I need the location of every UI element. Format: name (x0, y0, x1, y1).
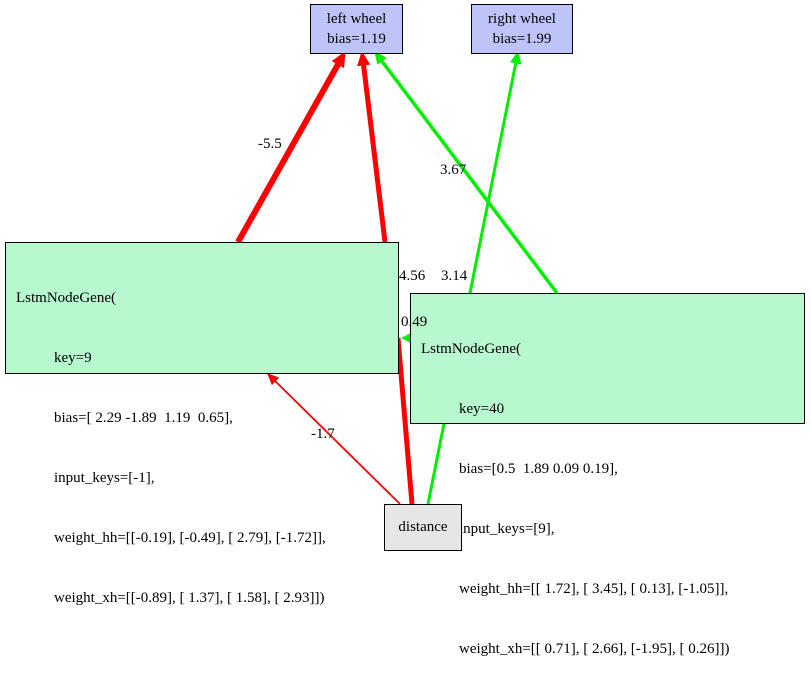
edge-label-distance-lstm40: 0.49 (401, 314, 428, 330)
lstm-node-9: LstmNodeGene( key=9 bias=[ 2.29 -1.89 1.… (5, 242, 399, 606)
lstm9-weight-xh: weight_xh=[[-0.89], [ 1.37], [ 1.58], [ … (54, 590, 325, 606)
edge-lstm9-to-left-wheel-a-arrowhead (331, 50, 346, 69)
lstm40-input-keys: input_keys=[9], (459, 521, 555, 537)
edge-distance-to-lstm9-arrowhead (267, 373, 280, 386)
edge-distance-to-lstm40-arrowhead (401, 333, 411, 343)
right-wheel-node: right wheel bias=1.99 (471, 4, 573, 54)
edge-lstm40-to-left-wheel-arrowhead (374, 51, 387, 65)
lstm9-bias: bias=[ 2.29 -1.89 1.19 0.65], (54, 410, 233, 426)
edge-distance-to-lstm9 (273, 378, 401, 505)
left-wheel-label: left wheel (326, 11, 387, 27)
edge-label-lstm9-left-a: -5.5 (258, 136, 282, 152)
distance-label: distance (398, 519, 448, 535)
edge-label-distance-right: 3.14 (441, 268, 468, 284)
edge-distance-to-right-wheel (426, 60, 518, 505)
lstm40-bias: bias=[0.5 1.89 0.09 0.19], (459, 461, 618, 477)
left-wheel-bias: bias=1.19 (327, 31, 386, 47)
lstm40-title: LstmNodeGene( (421, 341, 521, 357)
edge-lstm40-to-left-wheel (378, 57, 559, 295)
distance-node: distance (384, 504, 462, 551)
edge-distance-to-right-wheel-arrowhead (510, 50, 522, 65)
edges-layer (235, 50, 559, 505)
lstm9-weight-hh: weight_hh=[[-0.19], [-0.49], [ 2.79], [-… (54, 530, 326, 546)
edge-lstm9-to-left-wheel-a (235, 60, 343, 244)
edge-distance-to-lstm40 (395, 337, 415, 505)
left-wheel-node: left wheel bias=1.19 (310, 4, 403, 54)
lstm-node-40: LstmNodeGene( key=40 bias=[0.5 1.89 0.09… (410, 293, 805, 657)
edge-label-distance-lstm9: -1.7 (311, 426, 335, 442)
edge-label-lstm40-left: 3.67 (440, 162, 467, 178)
lstm40-key: key=40 (459, 401, 505, 417)
right-wheel-label: right wheel (488, 11, 556, 27)
lstm9-input-keys: input_keys=[-1], (54, 470, 155, 486)
edge-label-lstm9-left-b: 4.56 (399, 268, 426, 284)
edge-lstm9-to-left-wheel-b (360, 62, 388, 243)
lstm9-key: key=9 (54, 350, 92, 366)
lstm40-weight-hh: weight_hh=[[ 1.72], [ 3.45], [ 0.13], [-… (459, 581, 729, 597)
edge-lstm9-to-left-wheel-b-arrowhead (357, 50, 371, 67)
right-wheel-bias: bias=1.99 (492, 31, 552, 47)
lstm9-title: LstmNodeGene( (16, 290, 116, 306)
lstm40-weight-xh: weight_xh=[[ 0.71], [ 2.66], [-1.95], [ … (459, 641, 730, 657)
